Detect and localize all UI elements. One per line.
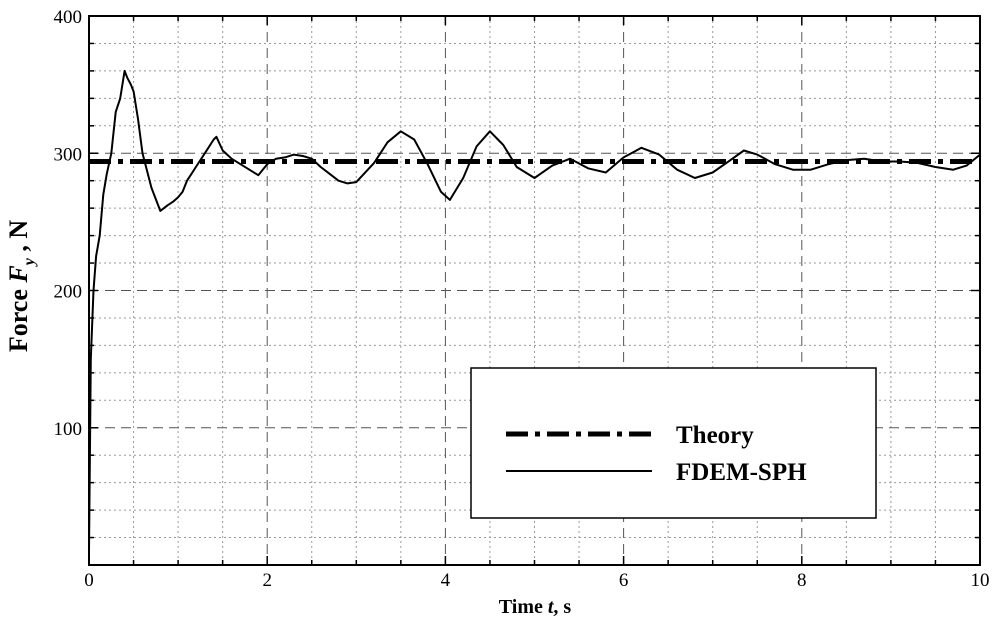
x-tick-label: 6	[619, 570, 629, 591]
x-axis-title-variable: t	[548, 596, 555, 618]
y-tick-label: 200	[54, 282, 83, 303]
y-axis-title: Force Fy , N	[4, 220, 38, 353]
y-axis-title-subscript: y	[21, 257, 38, 267]
axis-ticks	[88, 15, 981, 566]
tick-labels: 0 2 4 6 8 10 100 200 300 400	[54, 7, 990, 591]
x-axis-title-suffix: , s	[553, 596, 571, 618]
series-layer	[88, 69, 981, 552]
series-line-fdem-sph	[88, 69, 981, 552]
y-axis-title-prefix: Force	[4, 283, 33, 353]
y-tick-label: 400	[54, 7, 83, 28]
x-tick-label: 10	[971, 570, 990, 591]
y-tick-label: 300	[54, 144, 83, 165]
x-tick-label: 0	[84, 570, 94, 591]
x-tick-label: 2	[262, 570, 272, 591]
y-tick-label: 100	[54, 419, 83, 440]
x-tick-label: 8	[797, 570, 807, 591]
y-axis-title-suffix: , N	[4, 220, 33, 259]
x-axis-title-prefix: Time	[499, 596, 548, 618]
legend-theory-label: Theory	[676, 422, 754, 449]
legend-fdem-label: FDEM-SPH	[676, 459, 807, 486]
legend-box	[470, 367, 877, 519]
x-tick-label: 4	[441, 570, 451, 591]
legend: Theory FDEM-SPH	[470, 367, 877, 519]
x-axis-title: Time t, s	[499, 596, 572, 618]
y-axis-title-variable: F	[4, 265, 33, 283]
